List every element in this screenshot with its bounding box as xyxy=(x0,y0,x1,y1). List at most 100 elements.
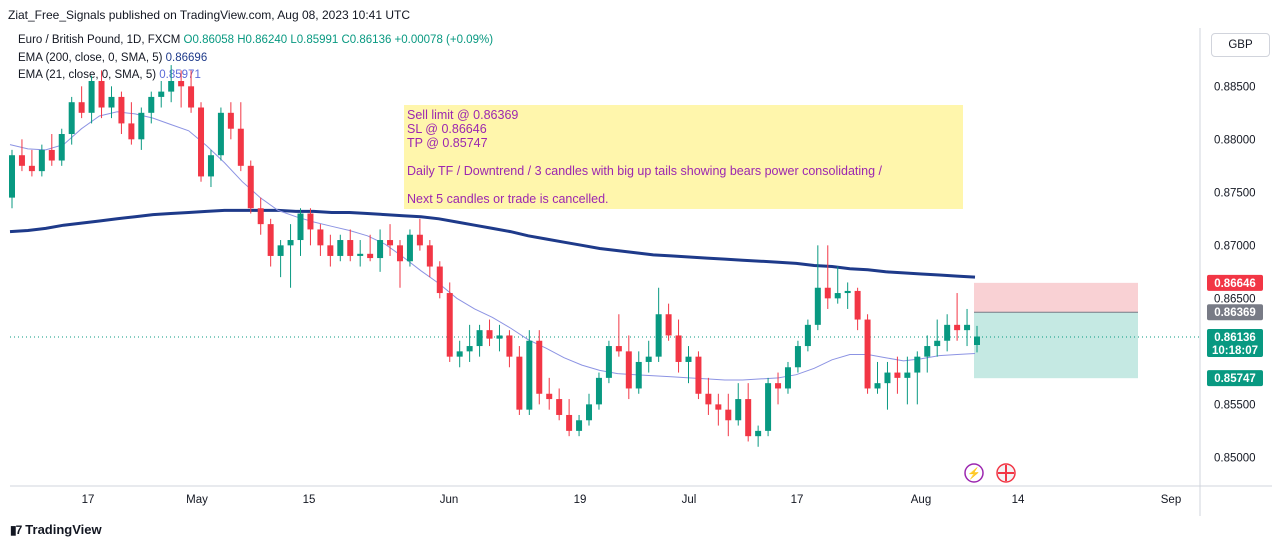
candle-body[interactable] xyxy=(755,430,762,437)
candle-body[interactable] xyxy=(217,112,224,156)
candle-body[interactable] xyxy=(635,361,642,389)
candle-body[interactable] xyxy=(247,165,254,209)
candle-body[interactable] xyxy=(297,213,304,241)
candle-body[interactable] xyxy=(725,409,732,421)
candle-body[interactable] xyxy=(894,372,901,378)
candle-body[interactable] xyxy=(168,81,175,92)
candle-body[interactable] xyxy=(914,356,921,373)
candle-body[interactable] xyxy=(526,340,533,410)
candle-body[interactable] xyxy=(595,377,602,405)
candle-body[interactable] xyxy=(834,293,841,299)
candle-body[interactable] xyxy=(466,346,473,352)
candle-body[interactable] xyxy=(377,240,384,259)
ema200-legend[interactable]: EMA (200, close, 0, SMA, 5) 0.86696 xyxy=(18,52,207,64)
candle-body[interactable] xyxy=(406,234,413,262)
candle-body[interactable] xyxy=(506,335,513,357)
candle-body[interactable] xyxy=(128,123,135,140)
candle-body[interactable] xyxy=(277,245,284,256)
candle-body[interactable] xyxy=(784,367,791,389)
stop-loss-zone[interactable] xyxy=(974,282,1138,313)
candle-body[interactable] xyxy=(227,112,234,129)
candle-body[interactable] xyxy=(745,399,752,437)
ema200-label[interactable]: EMA (200, close, 0, SMA, 5) xyxy=(18,52,163,64)
currency-button[interactable]: GBP xyxy=(1211,33,1270,57)
candle-body[interactable] xyxy=(28,165,35,172)
stop-loss-tag[interactable] xyxy=(1207,274,1263,291)
candle-body[interactable] xyxy=(536,340,543,394)
candle-body[interactable] xyxy=(775,383,782,389)
candle-body[interactable] xyxy=(546,393,553,400)
candle-body[interactable] xyxy=(108,96,115,108)
candle-body[interactable] xyxy=(675,335,682,362)
candle-body[interactable] xyxy=(924,346,931,357)
ema200-line[interactable] xyxy=(9,208,976,279)
candle-body[interactable] xyxy=(188,86,195,108)
candle-body[interactable] xyxy=(198,107,205,177)
symbol-legend[interactable]: Euro / British Pound, 1D, FXCM O0.86058 … xyxy=(18,34,493,46)
candle-body[interactable] xyxy=(58,134,65,161)
candle-body[interactable] xyxy=(287,240,294,246)
candle-body[interactable] xyxy=(38,149,45,172)
candle-body[interactable] xyxy=(416,234,423,246)
candle-body[interactable] xyxy=(387,240,394,246)
candle-body[interactable] xyxy=(705,393,712,405)
candle-body[interactable] xyxy=(566,414,573,431)
candle-body[interactable] xyxy=(18,155,25,166)
candle-body[interactable] xyxy=(327,245,334,256)
candle-body[interactable] xyxy=(88,81,95,113)
candle-body[interactable] xyxy=(446,293,453,357)
candle-body[interactable] xyxy=(347,240,354,256)
candle-body[interactable] xyxy=(138,112,145,140)
candle-body[interactable] xyxy=(954,324,961,331)
candle-body[interactable] xyxy=(685,356,692,362)
candle-body[interactable] xyxy=(9,155,15,198)
candle-body[interactable] xyxy=(586,404,593,421)
entry-tag[interactable] xyxy=(1207,304,1263,321)
candle-body[interactable] xyxy=(396,245,403,262)
candle-body[interactable] xyxy=(357,253,364,256)
candle-body[interactable] xyxy=(78,102,85,113)
candle-body[interactable] xyxy=(695,356,702,394)
candle-body[interactable] xyxy=(48,149,55,161)
candle-body[interactable] xyxy=(148,96,155,113)
candle-body[interactable] xyxy=(765,383,772,431)
candle-body[interactable] xyxy=(576,420,583,431)
candle-body[interactable] xyxy=(854,290,861,320)
ema21-label[interactable]: EMA (21, close, 0, SMA, 5) xyxy=(18,69,157,81)
candle-body[interactable] xyxy=(944,324,951,341)
candle-body[interactable] xyxy=(496,335,503,339)
candle-body[interactable] xyxy=(68,102,75,135)
take-profit-zone[interactable] xyxy=(974,312,1138,379)
candle-body[interactable] xyxy=(426,245,433,267)
candle-body[interactable] xyxy=(884,372,891,384)
candle-body[interactable] xyxy=(645,356,652,362)
candle-body[interactable] xyxy=(615,346,622,352)
candle-body[interactable] xyxy=(486,330,493,339)
candle-body[interactable] xyxy=(556,399,563,415)
candle-body[interactable] xyxy=(307,213,314,230)
candle-body[interactable] xyxy=(964,324,971,331)
ema21-line[interactable] xyxy=(9,111,976,381)
candle-body[interactable] xyxy=(665,314,672,336)
candle-body[interactable] xyxy=(655,314,662,357)
candle-body[interactable] xyxy=(257,208,264,225)
candle-body[interactable] xyxy=(804,324,811,347)
symbol-name[interactable]: Euro / British Pound, 1D, FXCM xyxy=(18,34,181,46)
current-price-tag[interactable] xyxy=(1207,328,1263,357)
candle-body[interactable] xyxy=(207,155,214,177)
candle-body[interactable] xyxy=(794,346,801,368)
candle-body[interactable] xyxy=(118,96,125,124)
candle-body[interactable] xyxy=(317,229,324,246)
candle-body[interactable] xyxy=(814,287,821,325)
candle-body[interactable] xyxy=(367,253,374,259)
lightning-event-icon[interactable] xyxy=(964,463,984,483)
annotation-box[interactable] xyxy=(404,105,963,209)
take-profit-tag[interactable] xyxy=(1207,370,1263,387)
candle-body[interactable] xyxy=(844,290,851,294)
candle-body[interactable] xyxy=(824,287,831,299)
candle-body[interactable] xyxy=(158,91,165,97)
candle-body[interactable] xyxy=(715,404,722,410)
candle-body[interactable] xyxy=(516,356,523,410)
candle-body[interactable] xyxy=(874,383,881,389)
